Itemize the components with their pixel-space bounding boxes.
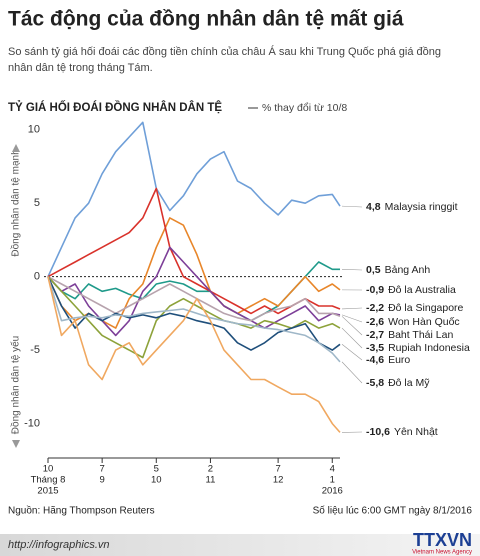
x-month-label: Tháng 8 [31,475,66,486]
series-line [47,276,341,363]
x-month-label: 1 [330,475,335,486]
x-month-label: 11 [205,475,215,486]
end-label: 4,8 Malaysia ringgit [366,201,458,213]
series-line [47,187,341,315]
leader-line [341,344,363,361]
x-tick-label: 2 [208,464,213,475]
series-name: Baht Thái Lan [388,329,453,341]
footer-bar [0,534,480,556]
subtitle: So sánh tỷ giá hối đoái các đồng tiền ch… [8,46,441,74]
end-label: -4,6 Euro [366,354,410,366]
y-label-bottom: Đồng nhân dân tệ yếu [10,336,22,434]
series-name: Malaysia ringgit [385,201,458,213]
end-value: -4,6 [366,354,384,366]
end-label: -10,6 Yên Nhật [366,426,438,438]
leader-line [341,316,363,336]
x-tick-label: 10 [43,464,54,475]
y-tick-label: 0 [34,271,40,283]
series-name: Euro [388,354,410,366]
end-label: -2,7 Baht Thái Lan [366,329,453,341]
y-tick-label: -5 [30,344,40,356]
series-name: Bảng Anh [385,264,431,276]
series-line [47,276,341,359]
x-year-label: 2015 [37,486,58,497]
y-label-top: Đồng nhân dân tệ mạnh [10,149,22,256]
end-value: -3,5 [366,342,384,354]
end-value: -5,8 [366,377,384,389]
url[interactable]: http://infographics.vn [8,539,110,551]
leader-line [341,269,363,271]
end-value: 0,5 [366,264,381,276]
note: Số liệu lúc 6:00 GMT ngày 8/1/2016 [313,505,473,517]
leader-line [341,314,363,323]
chart-title: TỶ GIÁ HỐI ĐOÁI ĐỒNG NHÂN DÂN TỆ [8,100,222,114]
x-tick-label: 4 [330,464,335,475]
end-label: 0,5 Bảng Anh [366,264,430,276]
x-year-label: 2016 [322,486,343,497]
end-value: -0,9 [366,284,384,296]
series-name: Đô la Singapore [388,302,463,314]
series-name: Rupiah Indonesia [388,342,470,354]
y-tick-label: -10 [24,418,40,430]
unit: % thay đổi từ 10/8 [262,102,347,114]
series-line [47,276,341,351]
leader-line [341,307,363,310]
x-tick-label: 7 [275,464,280,475]
x-month-label: 12 [273,475,284,486]
end-value: -10,6 [366,426,390,438]
arrow-up [12,144,20,152]
end-value: 4,8 [366,201,381,213]
series-name: Yên Nhật [394,426,438,438]
end-value: -2,2 [366,302,384,314]
series-name: Đô la Australia [388,284,456,296]
leader-line [341,205,363,208]
end-label: -2,2 Đô la Singapore [366,302,464,314]
leader-line [341,327,363,349]
logo-sub: Vietnam News Agency [412,550,472,556]
end-label: -3,5 Rupiah Indonesia [366,342,470,354]
end-label: -0,9 Đô la Australia [366,284,456,296]
subtitle-box: So sánh tỷ giá hối đoái các đồng tiền ch… [8,46,441,74]
y-tick-label: 5 [34,197,40,209]
end-label: -5,8 Đô la Mỹ [366,377,430,389]
x-month-label: 10 [151,475,162,486]
x-tick-label: 7 [99,464,104,475]
x-tick-label: 5 [154,464,159,475]
source: Nguồn: Hãng Thompson Reuters [8,505,155,517]
series-name: Đô la Mỹ [388,377,430,389]
series-line [47,121,341,278]
leader-line [341,361,363,384]
title: Tác động của đồng nhân dân tệ mất giá [8,8,404,31]
end-value: -2,7 [366,329,384,341]
series-line [47,276,341,433]
end-label: -2,6 Won Hàn Quốc [366,316,460,328]
series-line [47,246,341,337]
x-month-label: 9 [99,475,104,486]
y-tick-label: 10 [28,124,40,136]
series-name: Won Hàn Quốc [388,316,460,328]
end-value: -2,6 [366,316,384,328]
arrow-down [12,440,20,448]
logo: TTXVN [413,530,472,550]
